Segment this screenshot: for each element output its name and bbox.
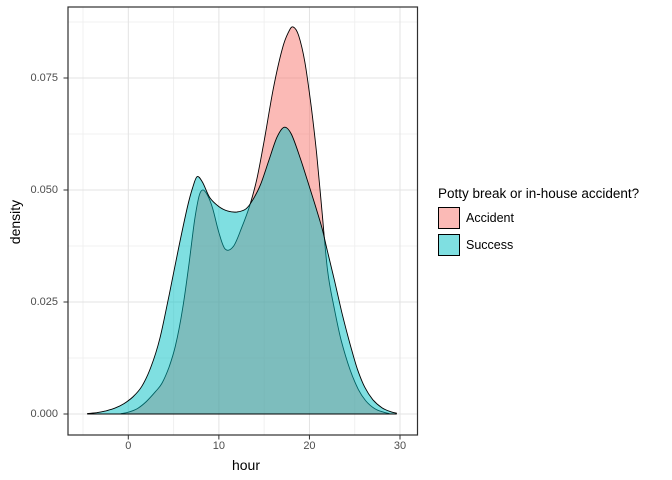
legend-title: Potty break or in-house accident?: [438, 186, 640, 201]
y-tick-label: 0.050: [30, 183, 58, 196]
legend-swatch-success: [438, 234, 460, 256]
x-tick-label: 0: [125, 440, 132, 452]
y-tick-label: 0.075: [30, 71, 58, 84]
legend: Potty break or in-house accident? Accide…: [438, 186, 670, 261]
x-axis-title: hour: [231, 457, 261, 473]
x-tick-label: 30: [393, 440, 407, 452]
y-axis-title: density: [7, 199, 23, 245]
success-density-area: [87, 126, 397, 415]
legend-label-accident: Accident: [466, 211, 514, 225]
y-tick-label: 0.025: [30, 295, 58, 308]
legend-item-success: Success: [438, 234, 670, 256]
x-tick-label: 10: [212, 440, 225, 452]
legend-label-success: Success: [466, 238, 514, 252]
y-tick-label: 0.000: [30, 407, 58, 420]
legend-swatch-accident: [438, 207, 460, 229]
legend-item-accident: Accident: [438, 207, 670, 229]
panel-border: [67, 6, 419, 436]
x-tick-label: 20: [303, 440, 316, 452]
